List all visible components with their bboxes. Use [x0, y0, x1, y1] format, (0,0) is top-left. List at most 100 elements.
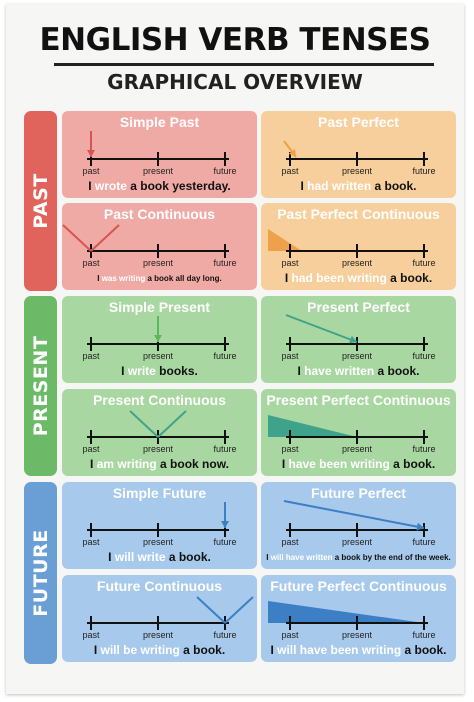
- span-arrow-shaft: [285, 314, 358, 343]
- sentence-verb: had written: [307, 179, 372, 193]
- sentence-post: a book.: [179, 643, 226, 657]
- tick-label-present: present: [142, 166, 174, 176]
- card-present-continuous: Present Continuous past present future I am …: [62, 389, 257, 476]
- sentence-pre: I: [270, 643, 278, 657]
- band-label-future: FUTURE: [29, 529, 52, 617]
- sentence-post: a book all day long.: [145, 274, 222, 283]
- point-arrow-head: [221, 521, 229, 528]
- tick-label-future: future: [213, 444, 237, 454]
- timeline-diagram: [268, 229, 428, 258]
- timeline-diagram: [283, 500, 428, 537]
- example-sentence: I was writing a book all day long.: [62, 274, 257, 283]
- tick-label-past: past: [82, 630, 100, 640]
- card-title: Simple Future: [112, 485, 207, 501]
- timeline-diagram: [268, 601, 428, 630]
- card-past-perfect-continuous: Past Perfect Continuous past present future…: [261, 203, 456, 290]
- timeline-diagram: [283, 140, 428, 166]
- sentence-verb: have written: [304, 364, 375, 378]
- example-sentence: I will be writing a book.: [62, 643, 257, 657]
- range-line-left: [196, 596, 226, 624]
- sentence-verb: had been writing: [291, 271, 387, 285]
- tick-label-future: future: [213, 351, 237, 361]
- timeline-diagram: [87, 596, 254, 630]
- tick-label-past: past: [281, 258, 299, 268]
- tick-label-future: future: [213, 258, 237, 268]
- sentence-post: books.: [155, 364, 198, 378]
- sentence-verb: write: [127, 364, 156, 378]
- range-line-right: [224, 596, 254, 624]
- span-arrow-head: [416, 522, 424, 531]
- span-arrow-shaft: [283, 500, 425, 529]
- sentence-post: a book.: [401, 643, 447, 657]
- sentence-pre: I: [97, 274, 102, 283]
- card-simple-past: Simple Past past present future I wrote a bo…: [62, 111, 257, 198]
- sentence-pre: I: [297, 364, 305, 378]
- card-future-perfect-continuous: Future Perfect Continuous past present futu…: [261, 575, 456, 662]
- range-line-left: [62, 224, 92, 252]
- example-sentence: I have written a book.: [261, 364, 456, 378]
- sentence-post: a book by the end of the week.: [332, 553, 451, 562]
- tick-label-future: future: [412, 537, 436, 547]
- tick-label-present: present: [341, 630, 373, 640]
- sentence-post: a book.: [371, 179, 417, 193]
- point-arrow-head: [288, 149, 296, 157]
- sentence-pre: I: [88, 179, 95, 193]
- sentence-pre: I: [284, 271, 292, 285]
- card-title: Future Continuous: [96, 578, 223, 594]
- band-past: PAST: [24, 111, 57, 291]
- band-future: FUTURE: [24, 482, 57, 664]
- sentence-pre: I: [108, 550, 115, 564]
- card-title: Past Perfect: [318, 114, 399, 130]
- example-sentence: I had written a book.: [261, 179, 456, 193]
- tick-label-past: past: [281, 537, 299, 547]
- tick-label-past: past: [82, 444, 100, 454]
- tick-label-present: present: [341, 537, 373, 547]
- tick-label-future: future: [213, 537, 237, 547]
- timeline-diagram: [62, 224, 229, 258]
- tick-label-past: past: [82, 351, 100, 361]
- sentence-verb: have been writing: [288, 457, 390, 471]
- timeline-diagram: [285, 314, 428, 351]
- tick-label-past: past: [281, 166, 299, 176]
- tick-label-future: future: [412, 630, 436, 640]
- timeline-diagram: [87, 502, 229, 537]
- tick-label-present: present: [142, 444, 174, 454]
- tick-label-present: present: [142, 351, 174, 361]
- timeline-diagram: [268, 415, 428, 444]
- card-title: Past Perfect Continuous: [277, 206, 440, 222]
- sentence-post: a book.: [389, 457, 436, 471]
- range-line-left: [129, 410, 159, 438]
- sentence-pre: I: [90, 457, 97, 471]
- sentence-post: a book yesterday.: [126, 179, 231, 193]
- tick-label-future: future: [213, 166, 237, 176]
- page-subtitle: GRAPHICAL OVERVIEW: [107, 70, 363, 94]
- tick-label-past: past: [281, 351, 299, 361]
- range-line-right: [157, 410, 187, 438]
- card-title: Present Perfect Continuous: [266, 392, 451, 408]
- example-sentence: I am writing a book now.: [62, 457, 257, 471]
- card-past-continuous: Past Continuous past present future I was wr…: [62, 203, 257, 290]
- card-simple-future: Simple Future past present future I will wri…: [62, 482, 257, 569]
- example-sentence: I will write a book.: [62, 550, 257, 564]
- duration-wedge: [268, 415, 357, 437]
- tick-label-past: past: [82, 166, 100, 176]
- sentence-verb: was writing: [101, 274, 146, 283]
- point-arrow-head: [87, 150, 95, 157]
- sentence-post: a book.: [386, 271, 433, 285]
- duration-wedge: [268, 229, 302, 251]
- tick-label-past: past: [82, 258, 100, 268]
- card-title: Simple Present: [108, 299, 211, 315]
- sentence-verb: will write: [114, 550, 166, 564]
- tick-label-future: future: [412, 351, 436, 361]
- tick-label-future: future: [412, 444, 436, 454]
- card-title: Future Perfect Continuous: [270, 578, 447, 594]
- example-sentence: I had been writing a book.: [261, 271, 456, 285]
- sentence-post: a book.: [165, 550, 211, 564]
- timeline-diagram: [87, 131, 229, 166]
- tick-label-present: present: [142, 537, 174, 547]
- sentence-verb: will have been writing: [277, 643, 402, 657]
- tick-label-present: present: [341, 166, 373, 176]
- tick-label-present: present: [341, 444, 373, 454]
- card-title: Future Perfect: [311, 485, 406, 501]
- tick-label-future: future: [213, 630, 237, 640]
